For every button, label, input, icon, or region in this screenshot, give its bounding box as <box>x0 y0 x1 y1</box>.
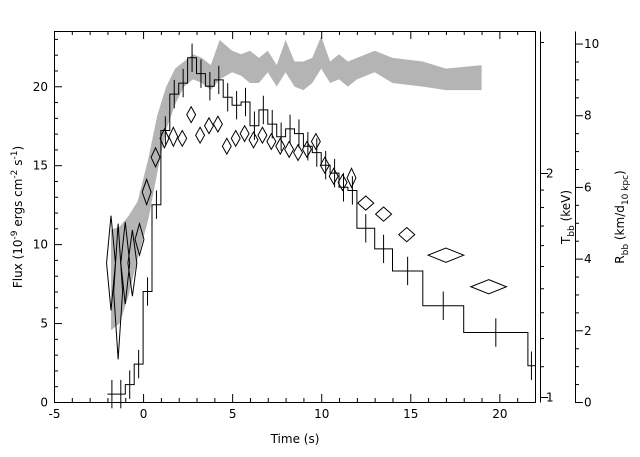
flux-label-mid: ergs cm <box>11 179 25 231</box>
temperature-diamond <box>150 146 161 168</box>
temperature-label-unit: (keV) <box>559 190 573 225</box>
temperature-label-main: T <box>559 236 573 245</box>
temperature-diamond <box>275 137 286 156</box>
x-tick-label: 5 <box>229 407 237 421</box>
y-radius-tick-label: 8 <box>584 109 592 123</box>
y-flux-tick-label: 15 <box>33 159 48 173</box>
temperature-diamond <box>186 105 197 124</box>
temperature-diamond <box>120 221 131 305</box>
y-axis-label-radius: Rbb (km/d10 kpc) <box>613 170 631 263</box>
y-radius-tick-label: 0 <box>584 396 592 410</box>
temperature-diamond <box>356 195 375 211</box>
temperature-diamond <box>212 115 223 134</box>
temperature-diamond <box>127 229 138 297</box>
flux-histogram-layer <box>107 43 535 409</box>
radius-band-layer <box>111 36 482 331</box>
x-tick-label: 10 <box>314 407 329 421</box>
temperature-diamond <box>134 221 145 258</box>
temperature-diamond <box>346 167 357 189</box>
temperature-diamond <box>159 127 170 150</box>
y-flux-tick-label: 20 <box>33 80 48 94</box>
x-tick-label: 15 <box>403 407 418 421</box>
y-radius-tick-label: 4 <box>584 252 592 266</box>
temperature-diamond <box>328 167 339 186</box>
y-flux-tick-label: 10 <box>33 238 48 252</box>
plot-frame <box>54 31 536 403</box>
temperature-diamond <box>319 156 330 175</box>
flux-label-sup2: -2 <box>10 170 20 179</box>
radius-label-main: R <box>613 255 627 263</box>
temperature-diamond <box>374 206 393 222</box>
temperature-diamond <box>239 124 250 143</box>
radius-label-unit-open: (km/d <box>613 205 627 244</box>
y-radius-tick-label: 6 <box>584 180 592 194</box>
x-tick-label: 0 <box>140 407 148 421</box>
temperature-diamond <box>310 132 321 151</box>
radius-band <box>111 36 482 331</box>
x-axis-label: Time (s) <box>270 432 320 446</box>
y-temperature-tick-label: 2 <box>546 167 554 181</box>
y-flux-tick-label: 0 <box>40 396 48 410</box>
temperature-diamond <box>284 140 295 159</box>
radius-label-unit-close: ) <box>613 170 627 175</box>
temperature-diamond <box>195 126 206 145</box>
temperature-diamond <box>230 129 241 148</box>
flux-label-end: ) <box>11 146 25 151</box>
x-tick-label: -5 <box>49 407 61 421</box>
x-tick-label: 20 <box>492 407 507 421</box>
temperature-diamond <box>248 131 259 149</box>
temperature-diamond <box>257 126 268 145</box>
temperature-diamond <box>293 143 304 162</box>
temperature-diamond <box>203 116 215 135</box>
temperature-diamond <box>221 137 232 156</box>
flux-histogram-line <box>107 57 535 395</box>
temperature-diamond <box>177 129 188 148</box>
flux-label-sup3: -1 <box>10 151 20 160</box>
temperature-diamonds-layer <box>106 105 508 360</box>
temperature-diamond <box>397 226 416 243</box>
y-flux-tick-label: 5 <box>40 317 48 331</box>
temperature-label-sub: bb <box>567 225 577 237</box>
temperature-diamond <box>106 215 116 311</box>
y-axis-label-flux: Flux (10-9 ergs cm-2 s-1) <box>10 146 25 288</box>
temperature-diamond <box>469 279 508 295</box>
radius-label-sub: bb <box>621 244 631 256</box>
flux-label-mid2: s <box>11 160 25 170</box>
y-radius-tick-label: 2 <box>584 324 592 338</box>
y-radius-tick-label: 10 <box>584 37 599 51</box>
temperature-diamond <box>426 247 466 263</box>
temperature-diamond <box>337 173 348 192</box>
temperature-diamond <box>301 140 312 159</box>
y-temperature-tick-label: 1 <box>546 391 554 405</box>
temperature-diamond <box>266 132 277 151</box>
radius-label-unit-sub: 10 kpc <box>621 175 631 205</box>
temperature-diamond <box>141 177 152 207</box>
y-axis-label-temperature: Tbb (keV) <box>559 190 577 245</box>
temperature-diamond <box>168 126 179 148</box>
flux-label-sup1: -9 <box>10 230 20 239</box>
flux-label-text: Flux (10 <box>11 239 25 288</box>
